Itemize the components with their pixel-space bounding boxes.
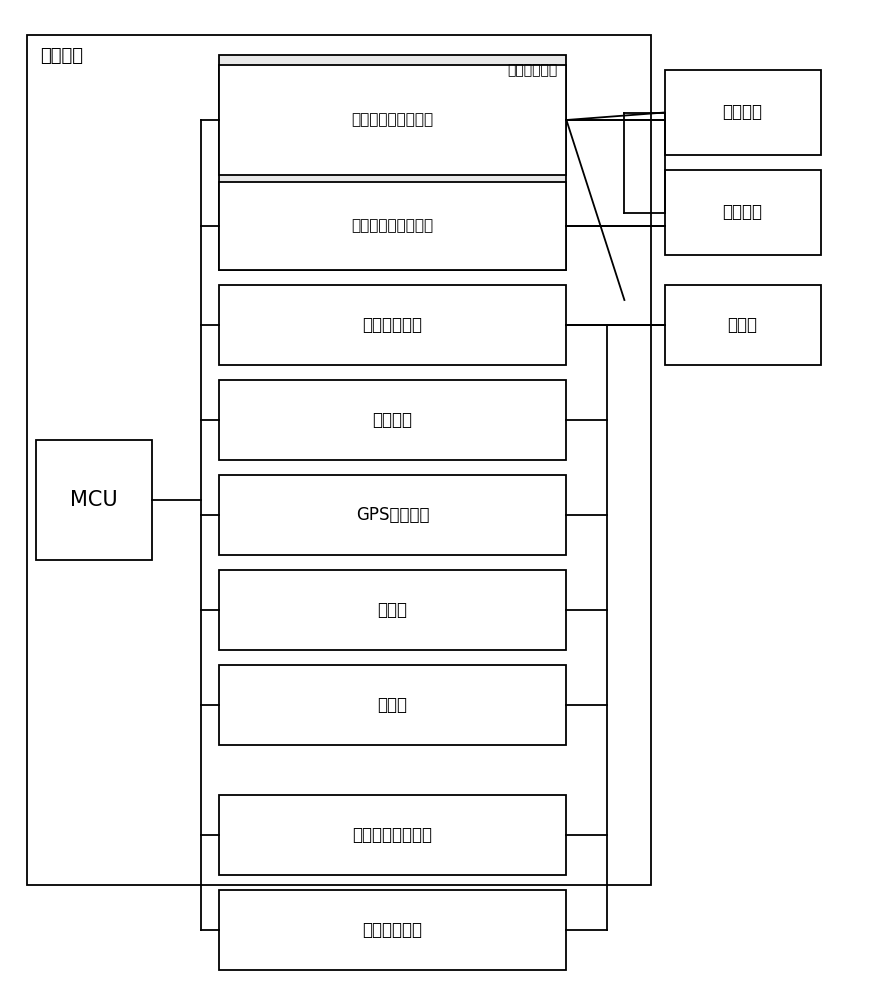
Bar bbox=[219, 380, 566, 460]
Bar bbox=[219, 65, 566, 175]
Bar bbox=[219, 570, 566, 650]
Text: 蜂鸣器: 蜂鸣器 bbox=[377, 696, 408, 714]
Bar bbox=[219, 665, 566, 745]
Text: 电子锁: 电子锁 bbox=[728, 316, 757, 334]
Bar bbox=[219, 475, 566, 555]
Bar bbox=[665, 170, 821, 255]
Bar bbox=[219, 890, 566, 970]
Bar bbox=[219, 285, 566, 365]
Bar bbox=[665, 70, 821, 155]
Text: 控制电路: 控制电路 bbox=[40, 47, 83, 65]
Text: 存储器: 存储器 bbox=[377, 601, 408, 619]
Text: GPS定位模块: GPS定位模块 bbox=[356, 506, 429, 524]
Text: 锁头位置检测模块: 锁头位置检测模块 bbox=[352, 826, 433, 844]
Bar bbox=[219, 795, 566, 875]
Text: MCU: MCU bbox=[70, 490, 118, 510]
Bar bbox=[665, 285, 821, 365]
Bar bbox=[219, 182, 566, 270]
Text: 近距离无线通信模块: 近距离无线通信模块 bbox=[351, 219, 434, 233]
Text: 电机驱动电路: 电机驱动电路 bbox=[362, 316, 423, 334]
Text: 管理平台: 管理平台 bbox=[723, 104, 763, 121]
Bar bbox=[219, 55, 566, 270]
Text: 移动终端: 移动终端 bbox=[723, 204, 763, 222]
Bar bbox=[27, 35, 651, 885]
Text: 无线通信模块: 无线通信模块 bbox=[508, 63, 558, 77]
Text: 密码按键模块: 密码按键模块 bbox=[362, 921, 423, 939]
Text: 电源电路: 电源电路 bbox=[373, 411, 412, 429]
Text: 远距离无线通信模块: 远距离无线通信模块 bbox=[351, 112, 434, 127]
Bar bbox=[36, 440, 152, 560]
